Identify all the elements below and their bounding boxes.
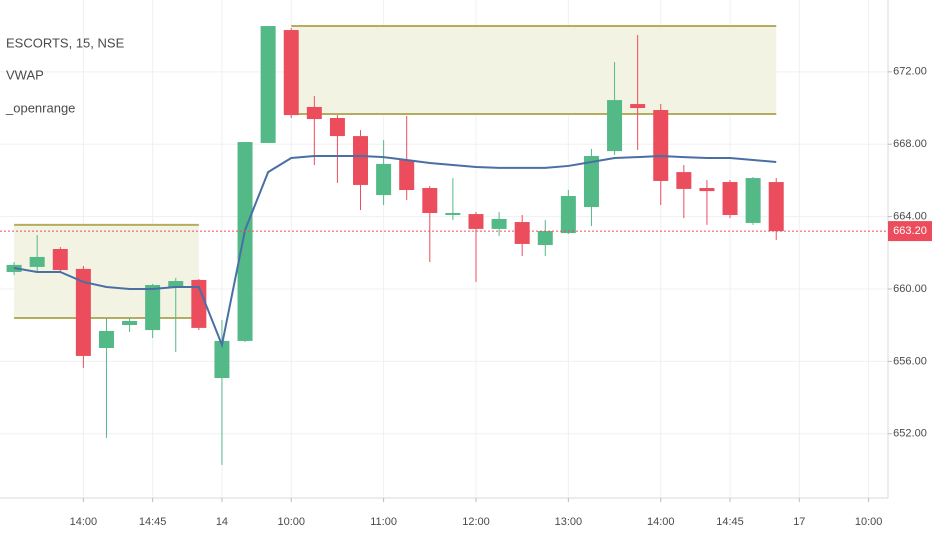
candle-body	[306, 106, 322, 120]
candle-body	[191, 279, 207, 328]
candle-body	[676, 172, 692, 189]
candle-body	[537, 231, 553, 246]
candle-body	[214, 340, 230, 379]
y-tick-label: 664.00	[893, 211, 927, 223]
candle-body	[168, 281, 184, 288]
candle-body	[514, 222, 530, 244]
price-label-box	[888, 221, 932, 242]
candle-body	[52, 249, 68, 270]
candle-body	[468, 214, 484, 229]
vwap-line	[13, 154, 777, 349]
candle-body	[329, 117, 345, 137]
candle-body	[283, 30, 299, 116]
y-tick-label: 668.00	[893, 138, 927, 150]
x-tick-label: 14:00	[70, 516, 98, 528]
candle-body	[422, 188, 438, 213]
candle-body	[560, 195, 576, 234]
y-tick-label: 656.00	[893, 355, 927, 367]
candle-body	[75, 268, 91, 356]
x-tick-label: 11:00	[370, 516, 397, 528]
x-tick-label: 10:00	[855, 516, 883, 528]
candle-body	[237, 142, 253, 341]
axes: 652.00 656.00 660.00 664.00 668.00 672.00 14:0…	[70, 66, 932, 528]
legend-title: ESCORTS, 15, NSE	[6, 35, 125, 50]
x-tick-label: 13:00	[555, 516, 583, 528]
range-box	[291, 26, 777, 115]
candle-body	[491, 218, 507, 229]
candle-body	[145, 285, 161, 331]
legend-entry: _openrange	[5, 100, 75, 115]
candle-body	[699, 188, 715, 192]
candle-body	[376, 163, 392, 196]
x-tick-label: 14	[216, 516, 228, 528]
y-tick-label: 652.00	[893, 428, 927, 440]
candle-body	[745, 178, 761, 223]
candle-body	[445, 212, 461, 215]
candle-body	[630, 104, 646, 109]
candle-body	[653, 110, 669, 181]
candle-body	[399, 159, 415, 191]
y-tick-label: 660.00	[893, 283, 927, 295]
candle-body	[98, 330, 114, 348]
legend-entry: VWAP	[6, 67, 44, 82]
price-label: 663.20	[893, 225, 927, 237]
candle-body	[353, 136, 369, 185]
candle-body	[29, 256, 45, 267]
candle-body	[768, 182, 784, 232]
candle-body	[122, 321, 138, 326]
x-tick-label: 14:45	[716, 516, 744, 528]
candle-body	[607, 100, 623, 152]
plot-area	[0, 25, 888, 465]
y-tick-label: 672.00	[893, 66, 927, 78]
candle-body	[260, 26, 276, 143]
x-tick-label: 14:45	[139, 516, 167, 528]
x-tick-label: 10:00	[277, 516, 305, 528]
candle-body	[583, 155, 599, 208]
x-tick-label: 14:00	[647, 516, 675, 528]
x-tick-label: 17	[793, 516, 805, 528]
candle-body	[722, 182, 738, 215]
x-tick-label: 12:00	[462, 516, 490, 528]
